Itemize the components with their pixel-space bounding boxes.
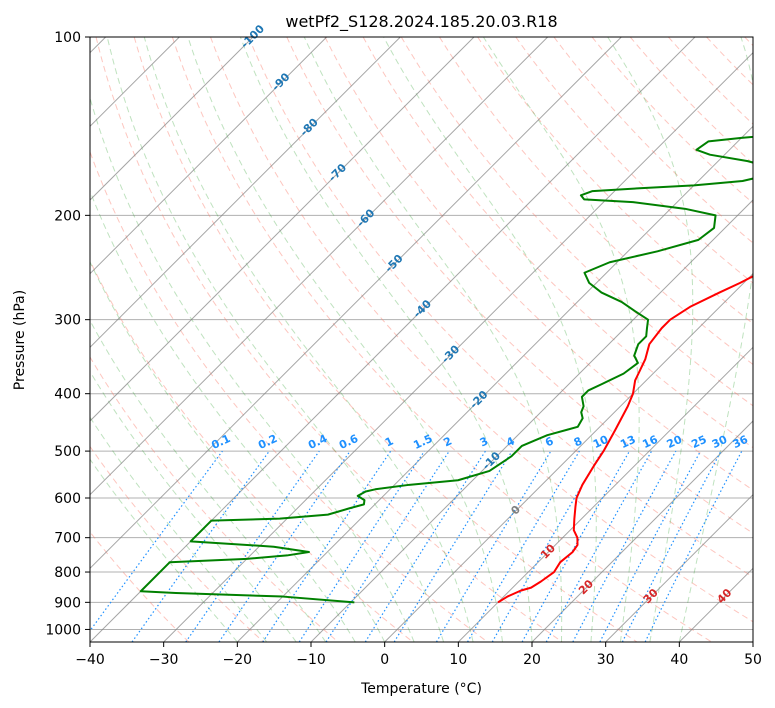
mixing-ratio-label: 16 [640,433,660,451]
x-tick-label: 30 [597,652,615,668]
x-tick-label: 50 [744,652,762,668]
plot-area [90,37,753,642]
mixing-ratio-label: 36 [731,433,751,451]
moist-adiabat-line [143,37,474,642]
mixing-ratio-line [545,450,653,642]
x-tick-label: −30 [149,652,179,668]
y-tick-label: 800 [54,565,81,581]
x-tick-label: −20 [223,652,253,668]
skewed-isotherm-line [90,37,549,496]
mixing-ratio-line [90,450,223,632]
skewed-isotherm-line [531,420,753,642]
x-tick-label: −40 [75,652,105,668]
skewed-isotherm-line [310,199,753,642]
mixing-ratio-line [325,450,450,642]
y-tick-label: 400 [54,387,81,403]
skewed-isotherm-line [90,37,622,570]
mixing-ratio-label: 30 [710,433,730,451]
skewed-isotherm-line [90,37,475,422]
dry-adiabat-line [439,37,753,366]
mixing-ratio-line [131,450,270,642]
moist-adiabat-line [90,416,268,642]
moist-adiabat-line [607,37,694,642]
dry-adiabat-line [90,356,339,642]
moist-adiabat-line [90,319,327,642]
plot-frame [89,36,754,643]
mixing-ratio-line [185,450,320,642]
mixing-ratio-line [644,450,743,642]
mixing-ratio-label: 20 [665,433,685,451]
temperature-profile-line [497,275,753,604]
mixing-ratio-line [218,450,351,642]
mixing-ratio-line [572,450,677,642]
skewed-isotherm-line [605,493,753,642]
dry-adiabat-line [90,445,264,642]
dry-adiabat-line [324,37,753,491]
x-tick-label: −10 [296,652,326,668]
mixing-ratio-label: 13 [618,433,637,451]
y-tick-label: 300 [54,313,81,329]
sounding-profiles [139,135,753,604]
skewed-isotherm-line [384,272,753,642]
moist-adiabat-line [106,37,445,642]
moist-adiabat-line [482,37,640,642]
y-tick-label: 700 [54,531,81,547]
x-tick-label: 0 [380,652,389,668]
moist-adiabat-line [90,189,386,642]
y-axis: 100 200 300 400 500 600 700 800 900 1000 [45,30,90,638]
y-tick-label: 900 [54,595,81,611]
y-tick-label: 1000 [45,622,81,638]
dry-adiabat-line [248,37,753,578]
mixing-ratio-line [521,450,631,642]
moist-adiabat-line [90,458,238,642]
skewed-isotherm-line [163,51,753,642]
x-tick-label: 40 [670,652,688,668]
mixing-ratio-label: 10 [591,433,611,451]
moist-adiabat-line [187,37,504,642]
skewed-isotherm-line [90,37,328,275]
y-tick-label: 500 [54,444,81,460]
mixing-ratio-line [298,450,425,642]
moist-adiabat-line [303,37,563,642]
moist-adiabat-line [678,37,753,642]
dry-adiabat-line [210,37,753,623]
skewed-isotherm-line [457,346,753,642]
moist-adiabat-line [239,37,533,642]
skewed-isotherm-line [90,37,254,201]
chart-title: wetPf2_S128.2024.185.20.03.R18 [285,12,557,32]
moist-adiabat-line [383,37,597,642]
skewed-isotherm-line [90,37,401,349]
mixing-ratio-label: 25 [689,433,708,451]
mixing-ratio-lines [90,450,743,642]
dry-adiabat-line [477,37,753,325]
moist-adiabat-line [90,370,297,642]
moist-adiabats [90,37,753,642]
y-tick-label: 100 [54,30,81,46]
dewpoint-profile-line [139,135,753,604]
mixing-ratio-line [393,450,513,642]
dry-adiabat-line [90,150,488,642]
dry-adiabat-line [95,37,563,642]
x-axis: −40 −30 −20 −10 0 10 20 30 40 50 [75,642,762,668]
y-tick-label: 600 [54,491,81,507]
x-axis-title: Temperature (°C) [360,681,482,697]
y-tick-label: 200 [54,208,81,224]
x-tick-label: 20 [523,652,541,668]
y-axis-title: Pressure (hPa) [12,290,28,390]
dry-adiabat-line [133,37,638,642]
x-tick-label: 10 [449,652,467,668]
